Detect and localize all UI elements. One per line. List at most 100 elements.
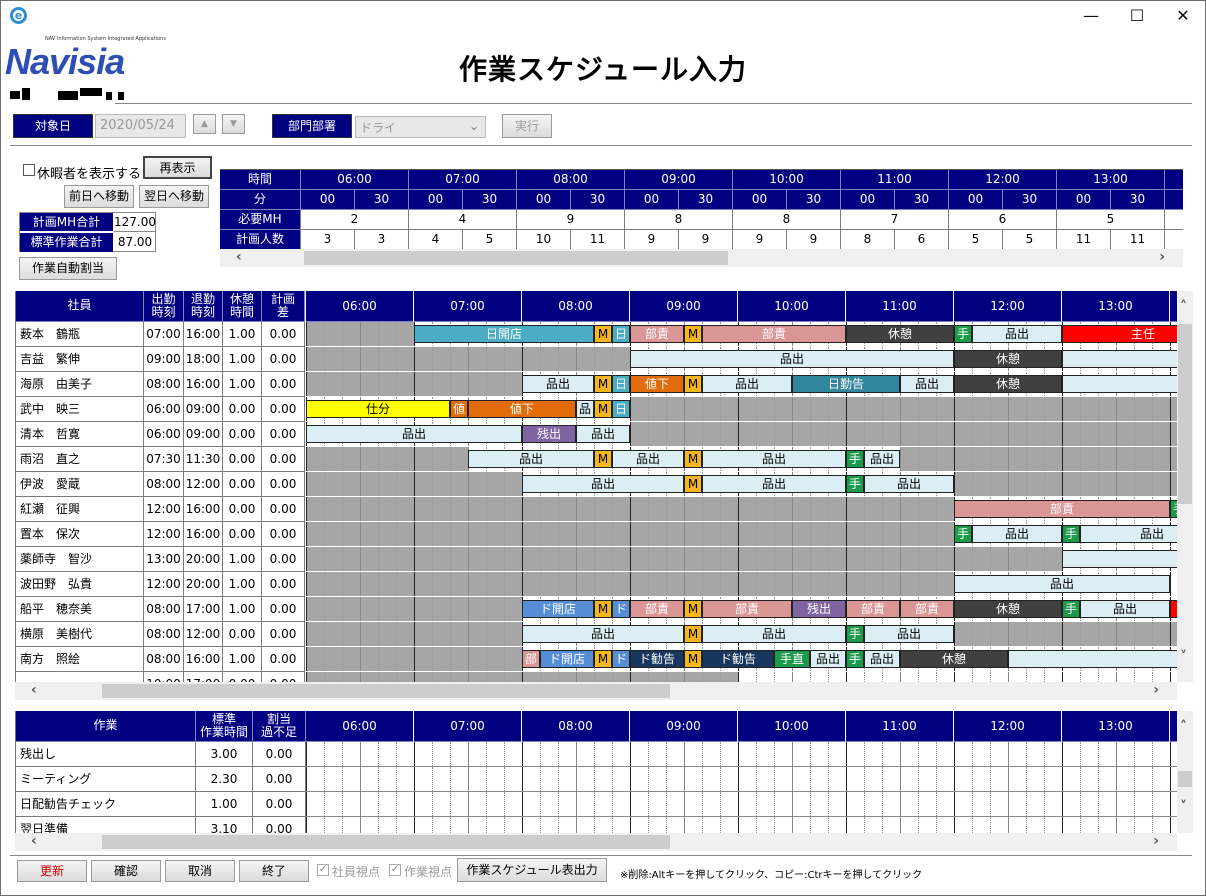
task-bar[interactable]: 主任 <box>1062 325 1177 343</box>
task-bar[interactable]: 部責 <box>846 600 900 618</box>
update-button[interactable]: 更新 <box>17 860 87 882</box>
task-v-scrollbar[interactable]: ˄ ˅ <box>1177 711 1193 833</box>
task-bar[interactable]: M <box>684 450 702 468</box>
task-bar[interactable]: M <box>594 325 612 343</box>
task-bar[interactable]: M <box>594 650 612 668</box>
task-bar[interactable]: ド勧告 <box>702 650 774 668</box>
task-bar[interactable]: ド開店 <box>522 600 594 618</box>
task-bar[interactable]: 値下 <box>468 400 576 418</box>
confirm-button[interactable]: 確認 <box>91 860 161 882</box>
task-bar[interactable]: 値 <box>450 400 468 418</box>
chevron-right-icon[interactable]: › <box>1153 833 1159 849</box>
task-bar[interactable]: 品出 <box>864 450 900 468</box>
task-bar[interactable]: 品出 <box>972 525 1062 543</box>
task-bar[interactable] <box>1062 350 1177 368</box>
task-bar[interactable] <box>1062 375 1177 393</box>
minimize-button[interactable]: — <box>1083 6 1099 25</box>
task-bar[interactable]: 品出 <box>864 625 954 643</box>
task-bar[interactable]: 部責 <box>702 325 846 343</box>
task-view-checkbox[interactable]: ✓ <box>389 864 401 876</box>
task-bar[interactable]: ド勧告 <box>630 650 684 668</box>
chevron-left-icon[interactable]: ‹ <box>236 249 242 265</box>
task-bar[interactable]: 品出 <box>864 475 954 493</box>
maximize-button[interactable]: ☐ <box>1129 6 1145 25</box>
task-bar[interactable]: 仕分 <box>306 400 450 418</box>
task-bar[interactable]: 品出 <box>522 625 684 643</box>
task-bar[interactable]: M <box>684 375 702 393</box>
task-bar[interactable]: 手 <box>1062 525 1080 543</box>
chevron-right-icon[interactable]: › <box>1153 682 1159 698</box>
task-bar[interactable]: 残出 <box>792 600 846 618</box>
chevron-up-icon[interactable]: ˄ <box>1180 299 1187 315</box>
show-vacation-checkbox[interactable] <box>23 164 35 176</box>
task-schedule-row[interactable] <box>306 742 1177 767</box>
task-bar[interactable]: ド開店 <box>540 650 594 668</box>
task-bar[interactable]: 部責 <box>954 500 1170 518</box>
task-bar[interactable]: 休憩 <box>954 350 1062 368</box>
employee-h-scrollbar[interactable]: ‹ › <box>15 682 1177 700</box>
task-bar[interactable]: 残出 <box>522 425 576 443</box>
task-bar[interactable]: 日開店 <box>414 325 594 343</box>
task-bar[interactable]: 手 <box>846 625 864 643</box>
task-bar[interactable] <box>1008 650 1177 668</box>
task-bar[interactable]: 品出 <box>522 375 594 393</box>
task-bar[interactable]: 品出 <box>630 350 954 368</box>
prev-day-button[interactable]: 前日へ移動 <box>64 185 134 208</box>
date-down-button[interactable]: ▼ <box>222 114 245 134</box>
employee-view-checkbox[interactable]: ✓ <box>317 864 329 876</box>
task-bar[interactable]: M <box>684 625 702 643</box>
task-bar[interactable]: 品出 <box>612 450 684 468</box>
task-bar[interactable]: 休憩 <box>846 325 954 343</box>
task-bar[interactable]: 手 <box>846 650 864 668</box>
task-bar[interactable]: ド <box>612 650 630 668</box>
close-button[interactable]: ✕ <box>1176 6 1190 25</box>
chevron-left-icon[interactable]: ‹ <box>31 682 37 698</box>
chevron-down-icon[interactable]: ˅ <box>1180 649 1187 665</box>
task-bar[interactable]: 休憩 <box>954 600 1062 618</box>
task-bar[interactable]: 品出 <box>972 325 1062 343</box>
exit-button[interactable]: 終了 <box>239 860 309 882</box>
task-bar[interactable]: 手 <box>954 325 972 343</box>
next-day-button[interactable]: 翌日へ移動 <box>139 185 209 208</box>
employee-v-scrollbar[interactable]: ˄ ˅ <box>1177 291 1193 682</box>
run-button[interactable]: 実行 <box>502 114 552 138</box>
task-bar[interactable]: 手 <box>1170 500 1177 518</box>
task-bar[interactable]: 品出 <box>900 375 954 393</box>
task-bar[interactable]: 日 <box>612 325 630 343</box>
task-bar[interactable]: 部責 <box>900 600 954 618</box>
task-bar[interactable]: 品出 <box>702 450 846 468</box>
task-bar[interactable]: 日 <box>612 400 630 418</box>
chevron-up-icon[interactable]: ˄ <box>1180 719 1187 735</box>
task-bar[interactable]: 日 <box>612 375 630 393</box>
task-h-scrollbar[interactable]: ‹ › <box>15 833 1177 851</box>
task-bar[interactable]: M <box>684 325 702 343</box>
task-bar[interactable]: 品出 <box>306 425 522 443</box>
task-bar[interactable]: 部 <box>522 650 540 668</box>
task-bar[interactable]: 休憩 <box>900 650 1008 668</box>
task-bar[interactable]: 品出 <box>702 375 792 393</box>
task-bar[interactable]: 手 <box>846 450 864 468</box>
export-schedule-button[interactable]: 作業スケジュール表出力 <box>457 858 607 882</box>
task-bar[interactable]: 品出 <box>1080 600 1170 618</box>
chevron-down-icon[interactable]: ˅ <box>1180 799 1187 815</box>
task-bar[interactable]: 休憩 <box>954 375 1062 393</box>
task-bar[interactable]: 品出 <box>1080 525 1177 543</box>
task-schedule-row[interactable] <box>306 817 1177 833</box>
chevron-left-icon[interactable]: ‹ <box>31 833 37 849</box>
redisplay-button[interactable]: 再表示 <box>143 156 212 179</box>
task-bar[interactable]: 値下 <box>630 375 684 393</box>
task-bar[interactable]: 品 <box>576 400 594 418</box>
date-input[interactable]: 2020/05/24 <box>95 114 186 138</box>
task-bar[interactable]: 品出 <box>864 650 900 668</box>
task-bar[interactable]: M <box>594 600 612 618</box>
task-bar[interactable]: 品出 <box>576 425 630 443</box>
task-bar[interactable]: ド <box>612 600 630 618</box>
task-bar[interactable]: M <box>594 400 612 418</box>
task-bar[interactable]: 品出 <box>810 650 846 668</box>
task-bar[interactable]: M <box>594 375 612 393</box>
task-bar[interactable]: 品出 <box>522 475 684 493</box>
task-bar[interactable]: M <box>684 475 702 493</box>
task-schedule-row[interactable] <box>306 792 1177 817</box>
task-bar[interactable]: M <box>684 650 702 668</box>
task-bar[interactable]: 手 <box>1062 600 1080 618</box>
